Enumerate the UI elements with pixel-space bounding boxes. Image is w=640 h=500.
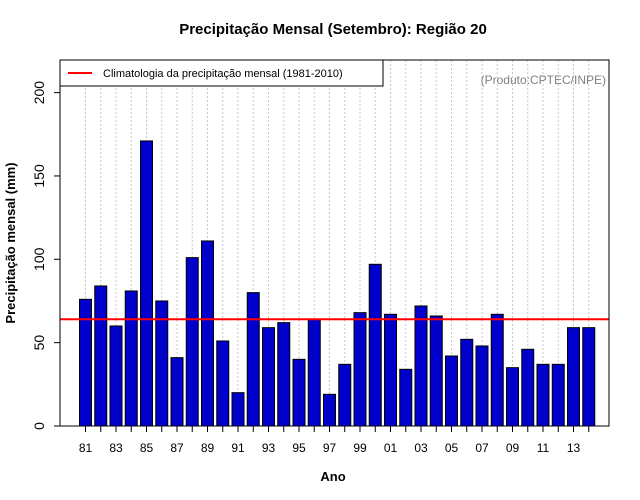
bar-07 — [475, 345, 489, 427]
y-tick-label: 0 — [31, 422, 47, 430]
x-tick-label: 99 — [353, 441, 367, 455]
x-tick-label: 93 — [262, 441, 276, 455]
x-tick-label: 01 — [384, 441, 398, 455]
bar-98 — [338, 363, 352, 427]
bar-01 — [384, 313, 397, 427]
y-tick-label: 100 — [31, 247, 47, 271]
x-axis: 81 83 85 87 89 91 93 95 97 99 01 03 05 07 09 11 13 — [79, 426, 590, 455]
bar-05 — [445, 355, 458, 427]
bar-94 — [277, 322, 291, 427]
bar-97 — [323, 393, 336, 427]
bar-93 — [262, 327, 275, 427]
legend-label: Climatologia da precipitação mensal (198… — [103, 68, 343, 80]
bar-02 — [399, 368, 413, 427]
bar-83 — [109, 325, 123, 427]
x-tick-label: 11 — [537, 441, 550, 455]
x-tick-label: 81 — [79, 441, 93, 455]
bar-99 — [353, 312, 367, 427]
y-axis-title: Precipitação mensal (mm) — [3, 162, 18, 323]
bar-06 — [460, 338, 474, 427]
bar-13 — [567, 327, 580, 427]
y-tick-label: 200 — [31, 81, 47, 105]
legend-box — [59, 59, 384, 87]
y-axis: 0 50 100 150 200 — [31, 81, 60, 430]
bar-09 — [506, 367, 519, 427]
x-tick-label: 07 — [475, 441, 489, 455]
bar-90 — [216, 340, 230, 427]
x-tick-label: 85 — [140, 441, 154, 455]
y-tick-label: 50 — [31, 335, 47, 351]
y-tick-label: 150 — [31, 164, 47, 188]
x-tick-label: 13 — [567, 441, 581, 455]
x-tick-label: 91 — [231, 441, 245, 455]
bar-08 — [490, 313, 504, 427]
x-tick-label: 87 — [170, 441, 184, 455]
x-tick-label: 97 — [323, 441, 337, 455]
bar-03 — [414, 305, 428, 427]
x-tick-label: 89 — [201, 441, 215, 455]
x-tick-label: 09 — [506, 441, 520, 455]
bars — [79, 140, 596, 427]
bar-10 — [521, 348, 535, 427]
chart-title: Precipitação Mensal (Setembro): Região 2… — [179, 21, 487, 38]
bar-82 — [94, 285, 108, 427]
bar-88 — [185, 257, 199, 427]
bar-81 — [79, 298, 92, 427]
bar-84 — [124, 290, 138, 427]
x-tick-label: 05 — [445, 441, 459, 455]
x-tick-label: 95 — [292, 441, 306, 455]
x-tick-label: 83 — [109, 441, 123, 455]
x-tick-label: 03 — [414, 441, 428, 455]
bar-14 — [582, 327, 596, 427]
bar-00 — [368, 263, 382, 427]
x-axis-title: Ano — [320, 469, 345, 484]
bar-11 — [536, 363, 550, 427]
bar-92 — [246, 292, 260, 427]
bar-91 — [231, 392, 245, 427]
bar-87 — [170, 357, 184, 427]
bar-95 — [292, 358, 306, 427]
credit-text: (Produto:CPTEC/INPE) — [481, 73, 606, 87]
legend: Climatologia da precipitação mensal (198… — [59, 59, 384, 87]
bar-96 — [307, 318, 321, 427]
bar-12 — [551, 363, 565, 427]
bar-85 — [140, 140, 153, 427]
bar-89 — [201, 240, 214, 427]
bar-04 — [429, 315, 443, 427]
